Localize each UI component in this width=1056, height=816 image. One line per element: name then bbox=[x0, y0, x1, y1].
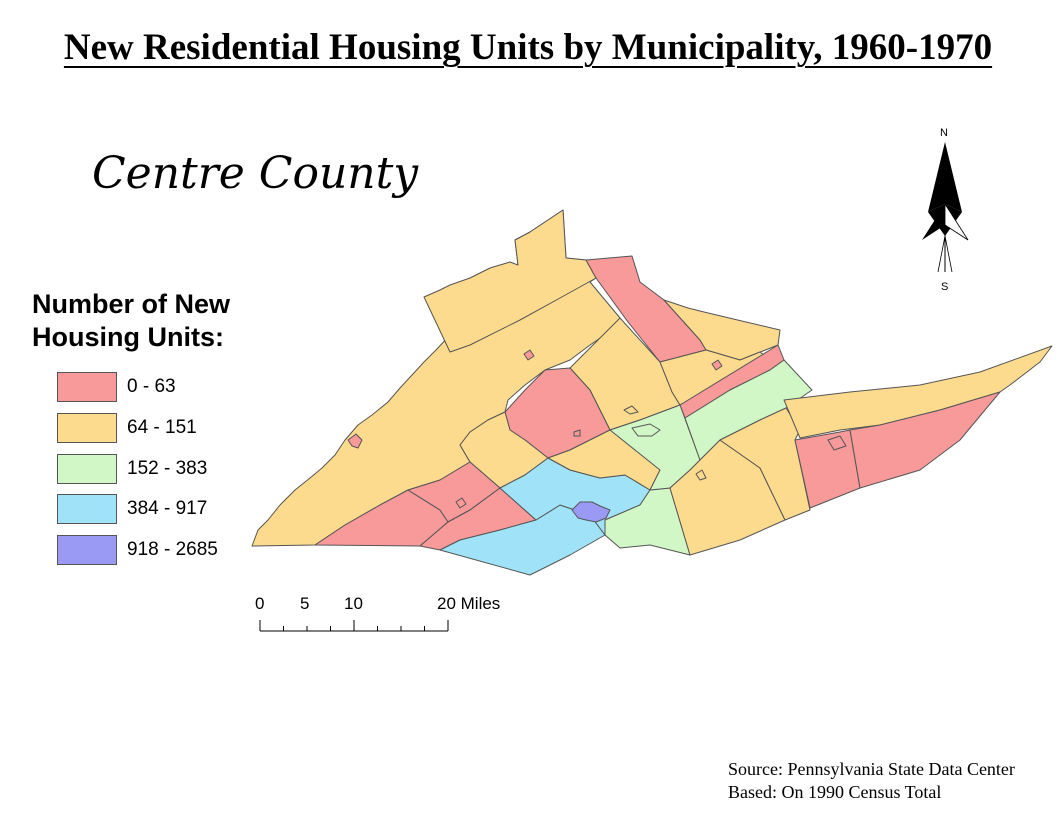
source-note: Source: Pennsylvania State Data Center B… bbox=[728, 758, 1015, 804]
scale-tick-0: 0 bbox=[255, 594, 264, 613]
borough-centre-hall bbox=[695, 469, 707, 481]
north-arrow-icon bbox=[922, 142, 969, 273]
south-label: S bbox=[941, 281, 948, 293]
legend-label: 0 - 63 bbox=[127, 376, 176, 397]
borough-port-matilda bbox=[455, 497, 467, 509]
scale-tick-20: 20 Miles bbox=[437, 594, 500, 613]
legend-title: Number of New Housing Units: bbox=[32, 289, 231, 352]
source-basis-line: Based: On 1990 Census Total bbox=[728, 782, 942, 802]
legend-swatch bbox=[57, 413, 117, 443]
county-label: Centre County bbox=[92, 148, 419, 199]
legend-label: 918 - 2685 bbox=[127, 539, 218, 560]
municipality-burnside bbox=[423, 209, 597, 353]
scale-bar bbox=[259, 620, 449, 632]
legend-label: 152 - 383 bbox=[127, 458, 208, 479]
source-line: Source: Pennsylvania State Data Center bbox=[728, 759, 1015, 779]
scale-tick-5: 5 bbox=[300, 594, 309, 613]
scale-tick-10: 10 bbox=[344, 594, 363, 613]
map-title-text: New Residential Housing Units by Municip… bbox=[63, 27, 993, 68]
north-label: N bbox=[940, 127, 948, 139]
legend-swatch bbox=[57, 535, 117, 565]
borough-unionville bbox=[573, 429, 581, 437]
legend-label: 64 - 151 bbox=[127, 417, 197, 438]
legend-label: 384 - 917 bbox=[127, 498, 208, 519]
municipality-liberty bbox=[663, 299, 781, 361]
borough-state-college bbox=[571, 501, 611, 523]
borough-snow-shoe bbox=[523, 349, 535, 361]
municipality-miles bbox=[783, 345, 1053, 439]
legend-swatch bbox=[57, 372, 117, 402]
legend-swatch bbox=[57, 494, 117, 524]
borough-philipsburg bbox=[347, 433, 363, 449]
municipality-penn bbox=[849, 391, 1001, 489]
map-title: New Residential Housing Units by Municip… bbox=[0, 26, 1056, 69]
borough-millheim bbox=[827, 435, 847, 451]
legend-swatch bbox=[57, 454, 117, 484]
borough-bellefonte bbox=[631, 423, 661, 437]
borough-milesburg bbox=[623, 405, 639, 415]
borough-howard bbox=[711, 359, 723, 371]
